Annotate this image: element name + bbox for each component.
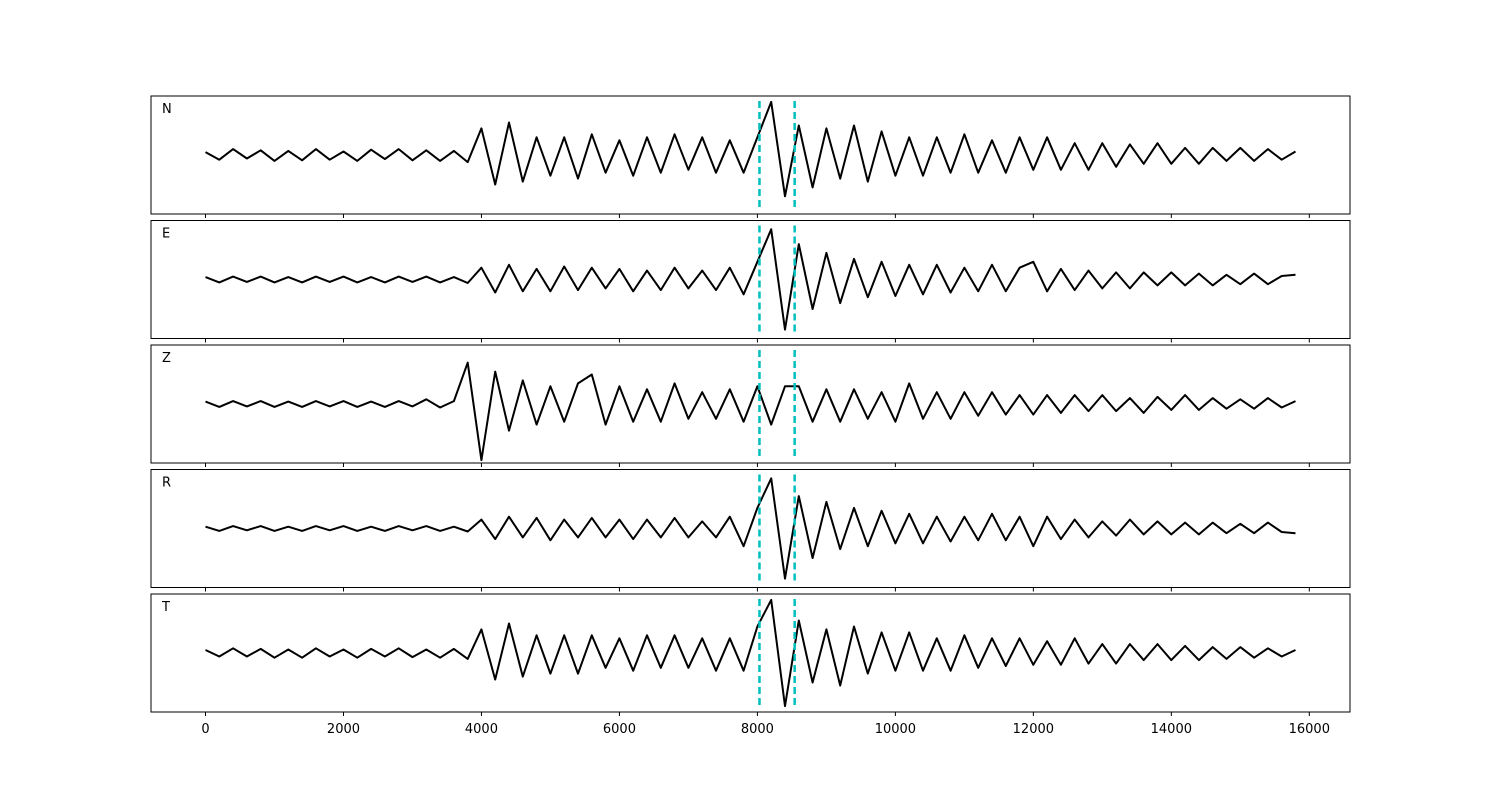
trace	[205, 598, 1296, 708]
x-tick-label: 4000	[465, 722, 498, 737]
panel-label: N	[162, 102, 172, 117]
trace	[205, 477, 1296, 580]
trace	[205, 228, 1296, 331]
panel-frame	[150, 95, 1351, 215]
x-tick-label: 2000	[327, 722, 360, 737]
x-tick-label: 6000	[603, 722, 636, 737]
panel-frame	[150, 344, 1351, 464]
panel-label: R	[162, 476, 171, 491]
x-tick-label: 14000	[1151, 722, 1192, 737]
trace	[205, 361, 1296, 462]
panel-frame	[150, 593, 1351, 713]
x-tick-label: 12000	[1013, 722, 1054, 737]
panel-frame	[150, 469, 1351, 588]
panel-label: E	[162, 227, 170, 242]
x-tick-label: 8000	[741, 722, 774, 737]
panel-frame	[150, 220, 1351, 339]
panel-label: T	[161, 600, 170, 615]
trace	[205, 100, 1297, 198]
x-tick-label: 0	[201, 722, 209, 737]
x-tick-label: 16000	[1289, 722, 1330, 737]
panel-label: Z	[162, 351, 171, 366]
x-tick-label: 10000	[875, 722, 916, 737]
